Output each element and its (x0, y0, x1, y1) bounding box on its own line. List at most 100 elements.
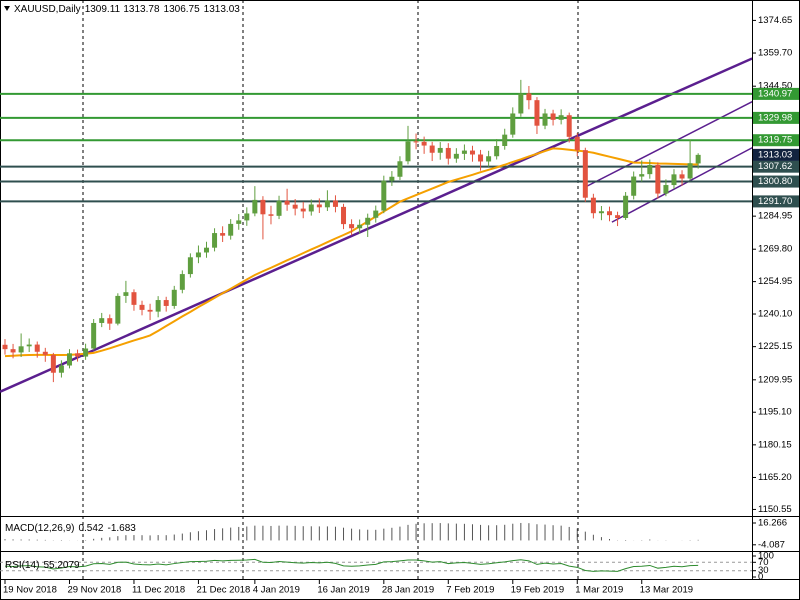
main-plot (0, 57, 752, 393)
header-high: 1313.78 (123, 4, 160, 15)
candle-body (631, 176, 637, 196)
level-label-box (753, 111, 799, 124)
x-tick-label: 28 Jan 2019 (382, 585, 434, 596)
candle-body (574, 136, 580, 151)
indicator-value: 0.542 (78, 523, 103, 534)
x-tick-label: 4 Jan 2019 (253, 585, 300, 596)
candle-body (526, 93, 532, 101)
candle-body (486, 156, 492, 162)
candle-body (66, 353, 72, 366)
candle-body (566, 115, 572, 137)
candle-body (558, 115, 564, 120)
x-tick-label: 29 Nov 2018 (67, 585, 121, 596)
candle-body (99, 318, 105, 323)
y-tick-label: 1374.65 (758, 15, 792, 26)
level-label: 1340.97 (758, 88, 792, 99)
candle-body (123, 292, 129, 296)
x-tick-label: 19 Nov 2018 (3, 585, 57, 596)
indicator-line (4, 558, 699, 572)
y-tick-label: 1344.50 (758, 81, 792, 92)
menu-arrow[interactable] (4, 6, 10, 11)
indicator-name: RSI(14) (5, 560, 39, 571)
candle-body (469, 150, 475, 155)
level-label: 1307.62 (758, 161, 792, 172)
header-low: 1306.75 (164, 4, 201, 15)
candle-body (10, 349, 16, 353)
candle-body (615, 215, 621, 219)
level-label: 1300.80 (758, 176, 792, 187)
trendline (0, 57, 752, 393)
candle-body (83, 348, 89, 357)
indicator-y-tick-label: 100 (758, 551, 774, 562)
header-open: 1309.11 (85, 4, 121, 15)
level-label-box (753, 134, 799, 147)
candle-body (494, 145, 500, 157)
trendline (584, 101, 752, 188)
level-label: 1291.70 (758, 196, 792, 207)
candle-body (478, 154, 484, 162)
indicator-name: MACD(12,26,9) (5, 523, 74, 534)
indicator-signal: -1.683 (108, 523, 137, 534)
candle-body (687, 163, 693, 179)
candle-body (518, 93, 524, 114)
x-tick-label: 1 Mar 2019 (575, 585, 623, 596)
y-tick-label: 1180.15 (758, 439, 792, 450)
candle-body (421, 141, 427, 146)
candle-body (679, 174, 685, 179)
candle-body (349, 224, 355, 229)
candle-body (147, 309, 153, 312)
candle-body (171, 289, 177, 306)
candle-body (695, 154, 701, 164)
candle-body (204, 247, 209, 253)
level-label-box (753, 175, 799, 188)
candle-body (91, 322, 97, 349)
separators (82, 0, 579, 580)
candle-body (405, 141, 411, 162)
candle-body (510, 113, 516, 135)
y-tick-label: 1359.70 (758, 48, 792, 59)
candle-body (244, 213, 250, 221)
candle-body (534, 100, 540, 126)
candle-body (292, 204, 298, 209)
candle-body (381, 180, 387, 211)
x-tick-label: 7 Feb 2019 (446, 585, 494, 596)
level-label: 1319.75 (758, 135, 792, 146)
candle-body (341, 206, 347, 225)
candle-body (228, 223, 234, 236)
candle-body (598, 211, 604, 214)
y-tick-label: 1269.80 (758, 244, 792, 255)
candle-body (663, 185, 669, 194)
candle-body (18, 346, 24, 353)
candle-body (623, 195, 629, 219)
candle-body (639, 174, 645, 177)
level-label-box (753, 195, 799, 208)
candle-body (107, 318, 113, 324)
candle-body (655, 164, 661, 194)
candle-body (212, 233, 218, 248)
y-tick-label: 1150.55 (758, 504, 792, 515)
candle-body (155, 300, 161, 312)
chart-header: XAUUSD,Daily 1309.11 1313.78 1306.75 1313.03 (14, 4, 240, 15)
indicator-y-tick-label: -4.087 (758, 539, 785, 550)
candle-body (453, 153, 459, 159)
candle-body (115, 295, 121, 324)
candle-body (195, 252, 201, 258)
y-tick-label: 1165.20 (758, 472, 792, 483)
candle-body (220, 233, 226, 236)
candle-body (437, 147, 443, 153)
x-tick-label: 16 Jan 2019 (317, 585, 369, 596)
candle-body (42, 351, 48, 355)
candle-body (26, 344, 32, 347)
candle-body (365, 217, 371, 225)
level-label-box (753, 87, 799, 100)
indicator-value: 55.2079 (43, 560, 80, 571)
indicator-y-tick-label: 30 (758, 565, 769, 576)
x-tick-label: 11 Dec 2018 (132, 585, 185, 596)
y-tick-label: 1195.10 (758, 407, 792, 418)
candle-body (671, 174, 677, 186)
indicator-title: MACD(12,26,9) 0.542 -1.683 (5, 523, 136, 534)
candle-body (236, 220, 242, 224)
candle-body (58, 365, 64, 373)
